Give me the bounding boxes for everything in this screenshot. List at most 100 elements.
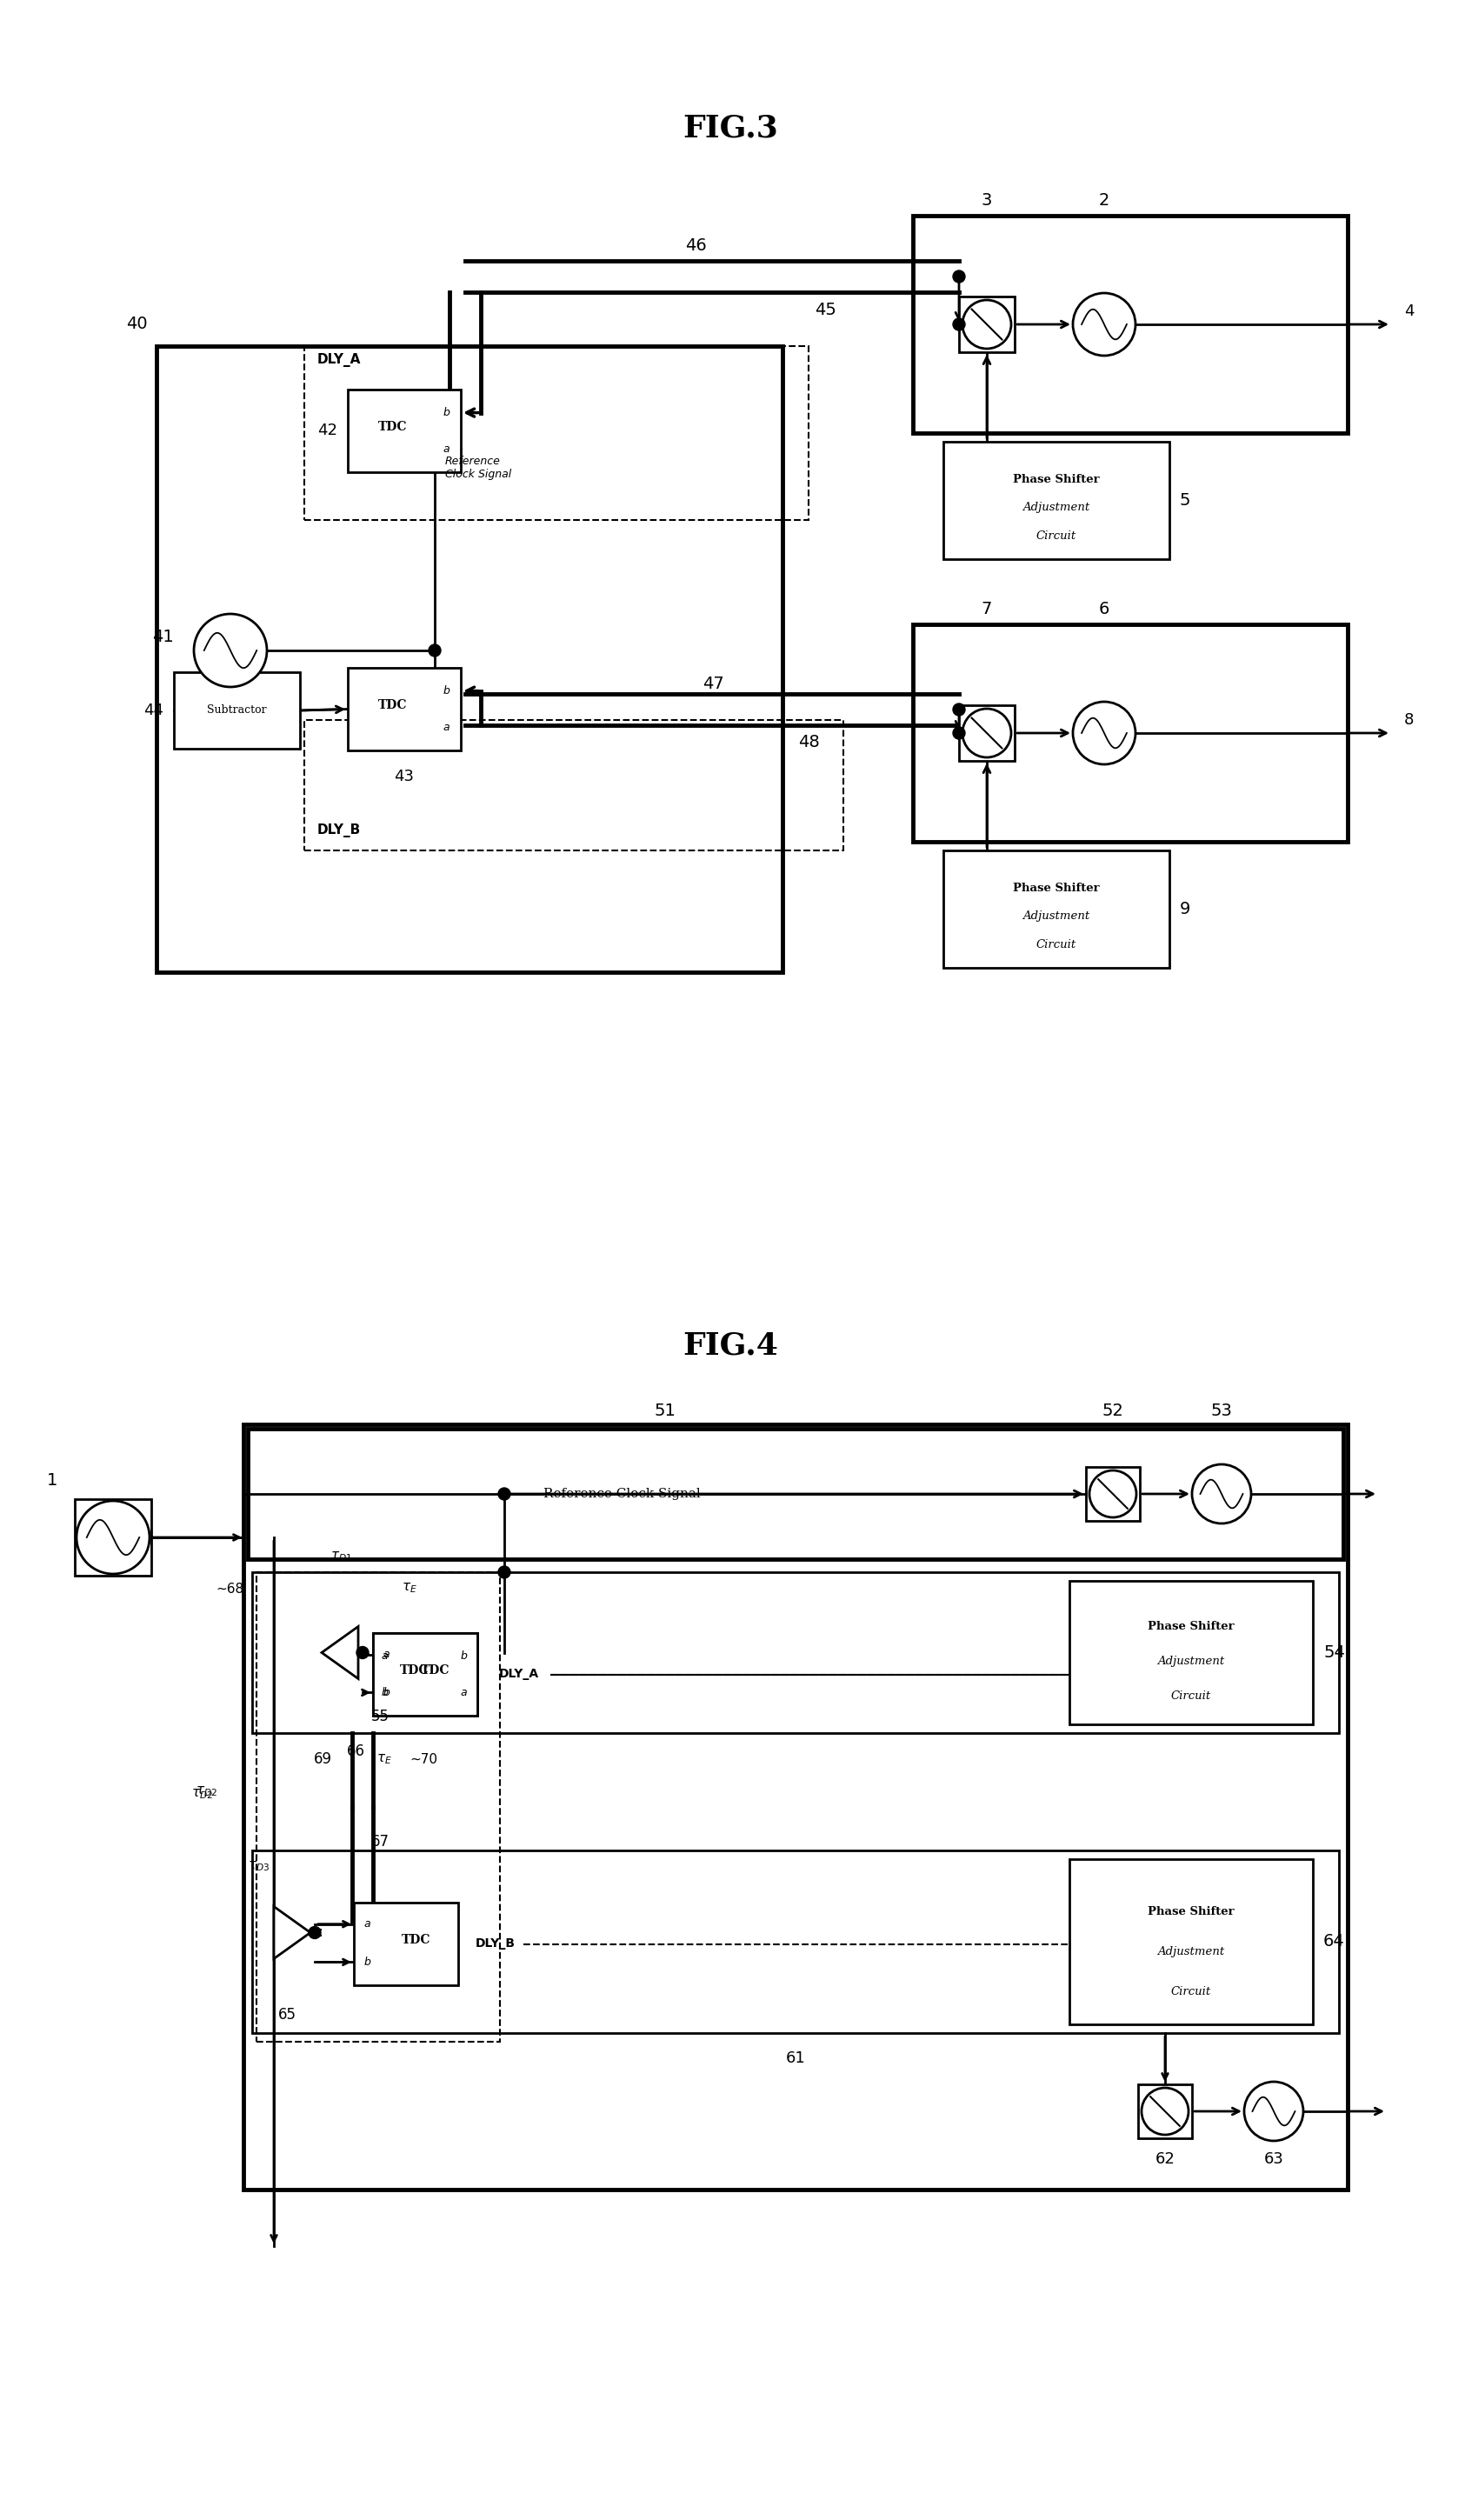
Text: Circuit: Circuit (1036, 937, 1077, 950)
Circle shape (1072, 701, 1135, 764)
Text: Reference Clock Signal: Reference Clock Signal (544, 1487, 700, 1499)
Circle shape (429, 645, 441, 658)
Text: b: b (442, 685, 450, 696)
Polygon shape (274, 1908, 311, 1958)
Bar (913, 217, 1348, 433)
Text: b: b (460, 1651, 467, 1661)
Circle shape (193, 615, 267, 688)
Bar (374, 1633, 478, 1716)
Text: Circuit: Circuit (1171, 1691, 1212, 1701)
Text: Phase Shifter: Phase Shifter (1147, 1620, 1235, 1633)
Bar (174, 673, 300, 748)
Text: a: a (460, 1686, 467, 1698)
Text: 45: 45 (815, 302, 837, 318)
Circle shape (1193, 1464, 1251, 1525)
Text: Phase Shifter: Phase Shifter (1014, 882, 1100, 895)
Text: 41: 41 (152, 630, 174, 645)
Bar (256, 1572, 500, 2041)
Text: 62: 62 (1154, 2152, 1175, 2167)
Circle shape (1072, 292, 1135, 355)
Text: TDC: TDC (401, 1933, 431, 1945)
Text: 67: 67 (371, 1835, 390, 1850)
Bar (75, 1499, 151, 1575)
Bar (1069, 1580, 1313, 1724)
Text: TDC: TDC (400, 1663, 429, 1676)
Text: 64: 64 (1323, 1933, 1345, 1950)
Text: ~70: ~70 (410, 1751, 438, 1767)
Bar (252, 1572, 1339, 1734)
Bar (374, 1633, 478, 1716)
Text: 3: 3 (982, 192, 992, 209)
Bar (157, 345, 782, 973)
Circle shape (356, 1646, 369, 1658)
Text: $\tau_{D2}$: $\tau_{D2}$ (192, 1787, 212, 1802)
Bar (943, 441, 1169, 559)
Text: $\tau_E$: $\tau_E$ (401, 1580, 418, 1595)
Bar (960, 706, 1015, 761)
Text: 53: 53 (1210, 1404, 1232, 1419)
Text: $\tau_{D3}$: $\tau_{D3}$ (248, 1860, 270, 1872)
Text: Phase Shifter: Phase Shifter (1014, 474, 1100, 484)
Text: $\tau_E$: $\tau_E$ (377, 1751, 393, 1767)
Text: Circuit: Circuit (1171, 1986, 1212, 1996)
Text: 61: 61 (785, 2051, 806, 2066)
Text: 9: 9 (1179, 900, 1191, 917)
Circle shape (498, 1565, 510, 1578)
Bar (913, 625, 1348, 842)
Text: Circuit: Circuit (1036, 529, 1077, 542)
Text: Phase Shifter: Phase Shifter (1147, 1905, 1235, 1918)
Circle shape (952, 726, 965, 738)
Text: 65: 65 (278, 2006, 296, 2024)
Text: 40: 40 (126, 315, 148, 333)
Text: TDC: TDC (420, 1663, 450, 1676)
Text: DLY_B: DLY_B (476, 1938, 516, 1950)
Text: Adjustment: Adjustment (1157, 1945, 1225, 1958)
Text: 52: 52 (1102, 1404, 1124, 1419)
Text: a: a (381, 1651, 388, 1661)
Circle shape (952, 703, 965, 716)
Text: 44: 44 (144, 703, 164, 718)
Text: 55: 55 (371, 1709, 390, 1724)
Circle shape (498, 1487, 510, 1499)
Circle shape (952, 318, 965, 330)
Text: Adjustment: Adjustment (1023, 501, 1090, 514)
Text: 63: 63 (1264, 2152, 1283, 2167)
Text: 42: 42 (318, 423, 337, 438)
Text: a: a (365, 1918, 371, 1930)
Text: 2: 2 (1099, 192, 1109, 209)
Text: Adjustment: Adjustment (1157, 1656, 1225, 1666)
Text: 1: 1 (47, 1472, 57, 1489)
Text: 7: 7 (982, 600, 992, 617)
Bar (1086, 1467, 1140, 1522)
Text: 46: 46 (684, 237, 706, 255)
Text: 48: 48 (798, 733, 819, 751)
Bar (305, 345, 809, 519)
Bar (347, 391, 461, 471)
Bar (252, 1850, 1339, 2034)
Text: TDC: TDC (378, 698, 407, 711)
Bar (1069, 1860, 1313, 2024)
Bar (355, 1903, 459, 1986)
Text: DLY_A: DLY_A (318, 353, 362, 368)
Text: a: a (442, 444, 450, 454)
Bar (305, 721, 844, 849)
Text: 6: 6 (1099, 600, 1109, 617)
Text: FIG.3: FIG.3 (683, 113, 778, 144)
Text: $\tau_{D2}$: $\tau_{D2}$ (195, 1784, 217, 1799)
Text: TDC: TDC (378, 421, 407, 433)
Text: ~68: ~68 (215, 1583, 243, 1595)
Text: b: b (363, 1956, 371, 1968)
Text: 5: 5 (1179, 491, 1191, 509)
Circle shape (76, 1502, 149, 1575)
Bar (243, 1424, 1348, 2190)
Text: Subtractor: Subtractor (207, 706, 267, 716)
Text: DLY_A: DLY_A (500, 1668, 539, 1681)
Text: 66: 66 (346, 1744, 365, 1759)
Circle shape (1244, 2082, 1304, 2142)
Bar (347, 668, 461, 751)
Text: a: a (442, 721, 450, 733)
Text: FIG.4: FIG.4 (683, 1331, 778, 1361)
Text: 51: 51 (655, 1404, 675, 1419)
Bar (1138, 2084, 1193, 2139)
Circle shape (952, 270, 965, 282)
